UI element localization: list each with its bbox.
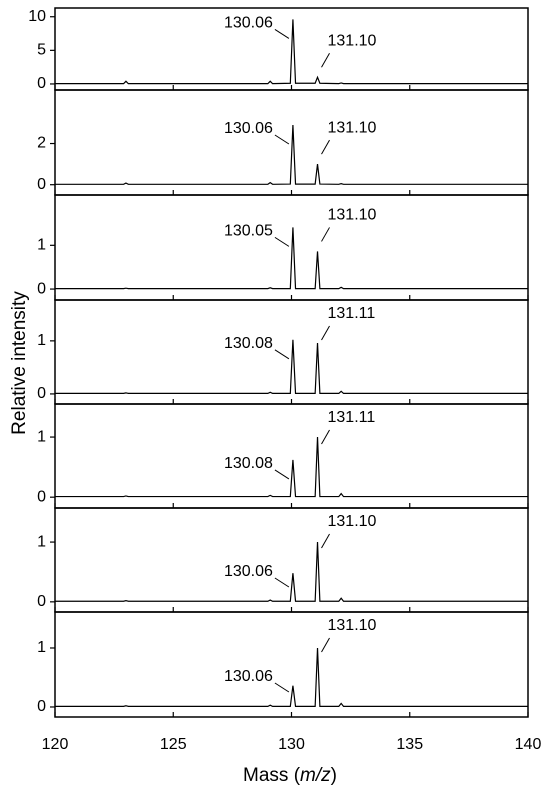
spectrum-line [55, 437, 528, 498]
leader-line [321, 325, 330, 341]
peak-label: 131.10 [328, 119, 377, 136]
peak-label: 131.10 [328, 513, 377, 530]
peak-label: 130.06 [224, 563, 273, 580]
y-tick-label: 0 [37, 385, 46, 402]
peak-label: 130.06 [224, 120, 273, 137]
peak-label: 130.06 [224, 15, 273, 32]
leader-line [321, 52, 330, 68]
x-axis-label-part: ) [331, 765, 337, 786]
spectrum-line [55, 19, 528, 85]
y-tick-label: 0 [37, 698, 46, 715]
peak-label: 131.10 [328, 207, 377, 224]
peak-label: 130.08 [224, 335, 273, 352]
panel-frame [54, 89, 529, 196]
x-axis-label-part: Mass ( [243, 765, 301, 786]
y-tick-label: 0 [37, 488, 46, 505]
y-tick-label: 1 [37, 533, 46, 550]
leader-line [321, 139, 330, 155]
y-tick-label: 1 [37, 237, 46, 254]
leader-line [274, 577, 290, 588]
peak-label: 131.11 [328, 305, 376, 322]
y-tick-label: 0 [37, 75, 46, 92]
peak-label: 131.11 [328, 409, 376, 426]
y-tick-label: 1 [37, 332, 46, 349]
y-tick-label: 1 [37, 428, 46, 445]
peak-label: 131.10 [328, 32, 377, 49]
peak-label: 130.08 [224, 455, 273, 472]
x-axis-label-part: m/z [300, 765, 331, 786]
spectrum-line [55, 542, 528, 602]
spectrum-line [55, 647, 528, 707]
y-tick-label: 10 [28, 8, 46, 25]
panel-frame [54, 299, 529, 405]
panel-frame [54, 507, 529, 613]
y-tick-label: 5 [37, 42, 46, 59]
leader-line [274, 682, 290, 693]
x-axis-label: Mass (m/z) [243, 765, 337, 786]
leader-line [274, 469, 290, 480]
y-tick-label: 0 [37, 280, 46, 297]
spectrum-line [55, 124, 528, 185]
leader-line [321, 637, 330, 653]
leader-line [321, 533, 330, 549]
peak-label: 130.05 [224, 223, 273, 240]
x-tick-label: 125 [160, 736, 187, 753]
y-tick-label: 2 [37, 135, 46, 152]
x-tick-label: 135 [396, 736, 423, 753]
panel-frame [54, 403, 529, 509]
x-tick-label: 130 [278, 736, 305, 753]
y-tick-label: 0 [37, 176, 46, 193]
peak-label: 131.10 [328, 617, 377, 634]
spectrum-line [55, 339, 528, 394]
leader-line [274, 134, 290, 145]
leader-line [274, 29, 290, 39]
peak-label: 130.06 [224, 668, 273, 685]
x-tick-label: 120 [42, 736, 69, 753]
y-tick-label: 1 [37, 639, 46, 656]
y-axis-label: Relative intensity [9, 291, 30, 435]
spectrum-line [55, 227, 528, 290]
leader-line [321, 227, 330, 242]
x-tick-label: 140 [515, 736, 542, 753]
leader-line [274, 236, 290, 247]
leader-line [321, 429, 330, 445]
leader-line [274, 349, 290, 360]
y-tick-label: 0 [37, 593, 46, 610]
